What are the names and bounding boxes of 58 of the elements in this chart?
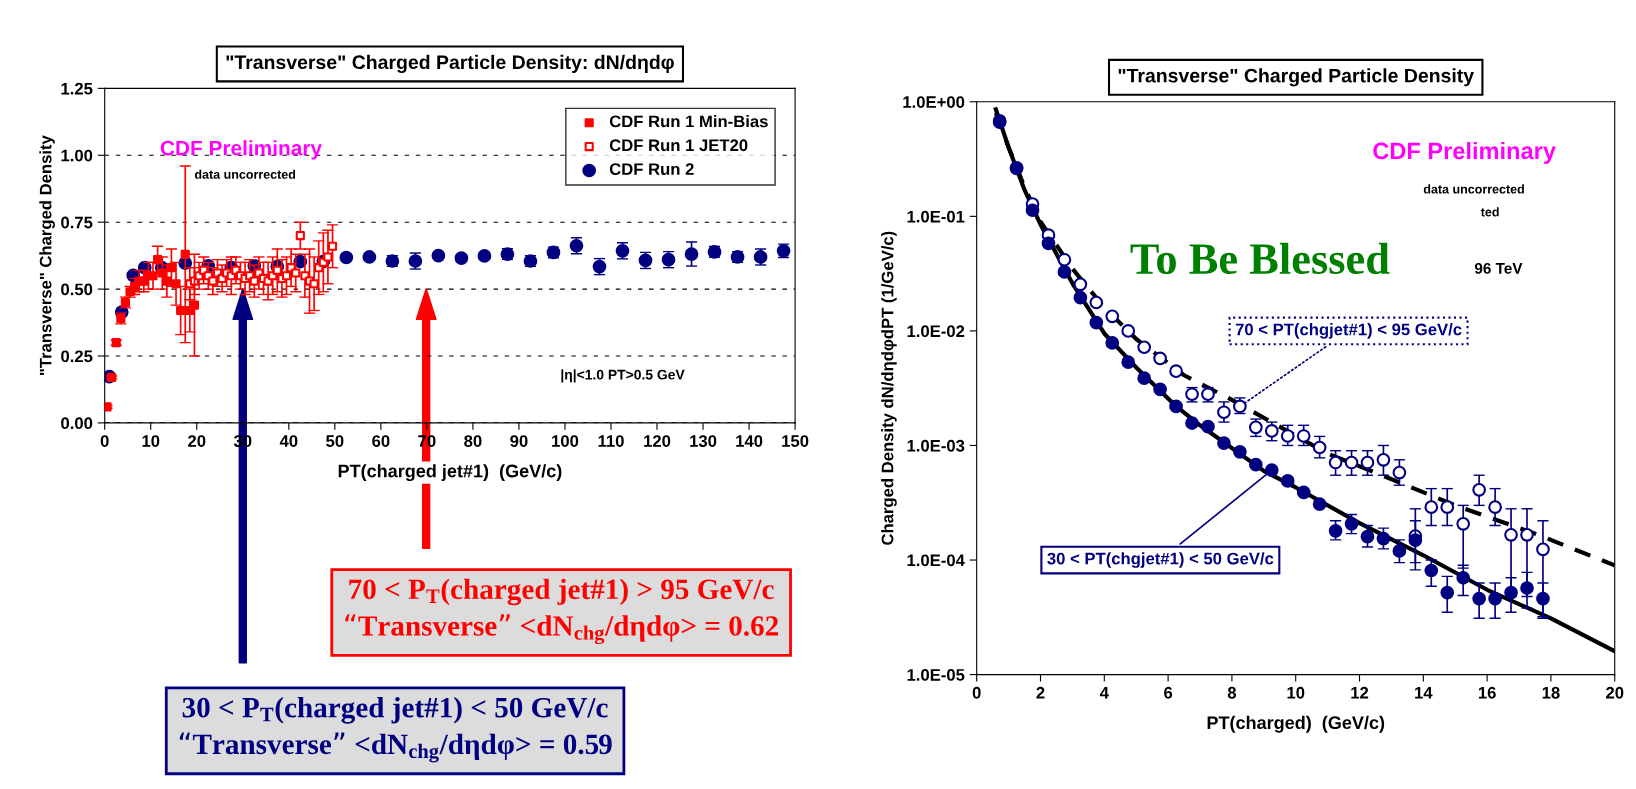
- x-tick-label: 20: [188, 435, 206, 447]
- text: 30 < PT(chgjet#1) < 50 GeV/c: [1047, 552, 1274, 568]
- x-tick-label: 120: [644, 435, 671, 447]
- x-tick-label: 140: [736, 435, 763, 447]
- annotation: data uncorrected: [194, 169, 296, 179]
- x-tick-label: 14: [1415, 687, 1433, 699]
- x-tick-label: 40: [279, 435, 298, 447]
- annotation: |η|<1.0 PT>0.5 GeV: [561, 369, 685, 383]
- x-tick-label: 0: [100, 435, 109, 447]
- chart-title: "Transverse" Charged Particle Density: [1118, 68, 1474, 87]
- y-axis-title: "Transverse" Charged Density: [39, 135, 55, 375]
- chart-title: "Transverse" Charged Particle Density: dN/dηdφ: [226, 54, 674, 74]
- x-tick-label: 80: [464, 435, 482, 447]
- legend-label: CDF Run 1 Min-Bias: [609, 115, 768, 128]
- x-tick-label: 10: [142, 435, 160, 447]
- y-tick-label: 0.50: [61, 283, 93, 296]
- y-tick-label: 1.0E-01: [907, 210, 965, 223]
- y-tick-label: 1.0E-03: [907, 439, 965, 452]
- annotation: CDF Preliminary: [1373, 141, 1556, 164]
- x-tick-label: 60: [372, 435, 390, 447]
- x-tick-label: 6: [1164, 686, 1173, 699]
- text: 70 < P$_{T}$(charged jet#1) > 95 GeV/c “Transverse” <dN$_{chg}$/dηdφ> = 0.62: [345, 578, 779, 645]
- y-tick-label: 0.75: [61, 216, 93, 229]
- text: 70 < PT(chgjet#1) < 95 GeV/c: [1235, 323, 1462, 339]
- y-tick-label: 0.25: [61, 350, 93, 363]
- annotation: ted: [1480, 207, 1499, 217]
- x-tick-label: 16: [1478, 686, 1496, 699]
- x-axis-title: PT(charged jet#1) (GeV/c): [338, 464, 562, 482]
- annotation: To Be Blessed: [1130, 242, 1390, 275]
- legend-label: CDF Run 2: [609, 163, 694, 176]
- y-tick-label: 1.0E-05: [907, 669, 965, 681]
- text: 30 < P$_{T}$(charged jet#1) < 50 GeV/c “Transverse” <dN$_{chg}$/dηdφ> = 0.59: [179, 696, 612, 763]
- x-tick-label: 50: [326, 435, 344, 447]
- x-axis-title: PT(charged) (GeV/c): [1207, 715, 1385, 733]
- x-tick-label: 110: [598, 435, 624, 447]
- x-tick-label: 2: [1036, 686, 1045, 699]
- y-tick-label: 0.00: [61, 417, 93, 430]
- x-tick-label: 0: [972, 686, 981, 699]
- x-tick-label: 4: [1099, 687, 1109, 699]
- legend-label: CDF Run 1 JET20: [609, 139, 748, 152]
- annotation: CDF Preliminary: [160, 140, 322, 160]
- x-tick-label: 90: [510, 435, 528, 447]
- x-tick-label: 150: [782, 435, 809, 447]
- y-tick-label: 1.25: [61, 82, 93, 95]
- x-tick-label: 12: [1351, 686, 1369, 699]
- x-tick-label: 10: [1287, 686, 1305, 699]
- x-tick-label: 100: [552, 435, 579, 447]
- y-tick-label: 1.0E-02: [907, 325, 965, 338]
- x-tick-label: 130: [690, 435, 717, 447]
- x-tick-label: 8: [1227, 686, 1237, 699]
- y-tick-label: 1.0E+00: [903, 96, 965, 108]
- x-tick-label: 18: [1542, 686, 1560, 699]
- y-axis-title: Charged Density dN/dηdφdPT (1/GeV/c): [881, 231, 897, 545]
- annotation: data uncorrected: [1423, 184, 1524, 194]
- x-tick-label: 20: [1606, 686, 1624, 699]
- y-tick-label: 1.0E-04: [907, 554, 965, 567]
- annotation: 96 TeV: [1474, 262, 1523, 274]
- y-tick-label: 1.00: [61, 149, 93, 162]
